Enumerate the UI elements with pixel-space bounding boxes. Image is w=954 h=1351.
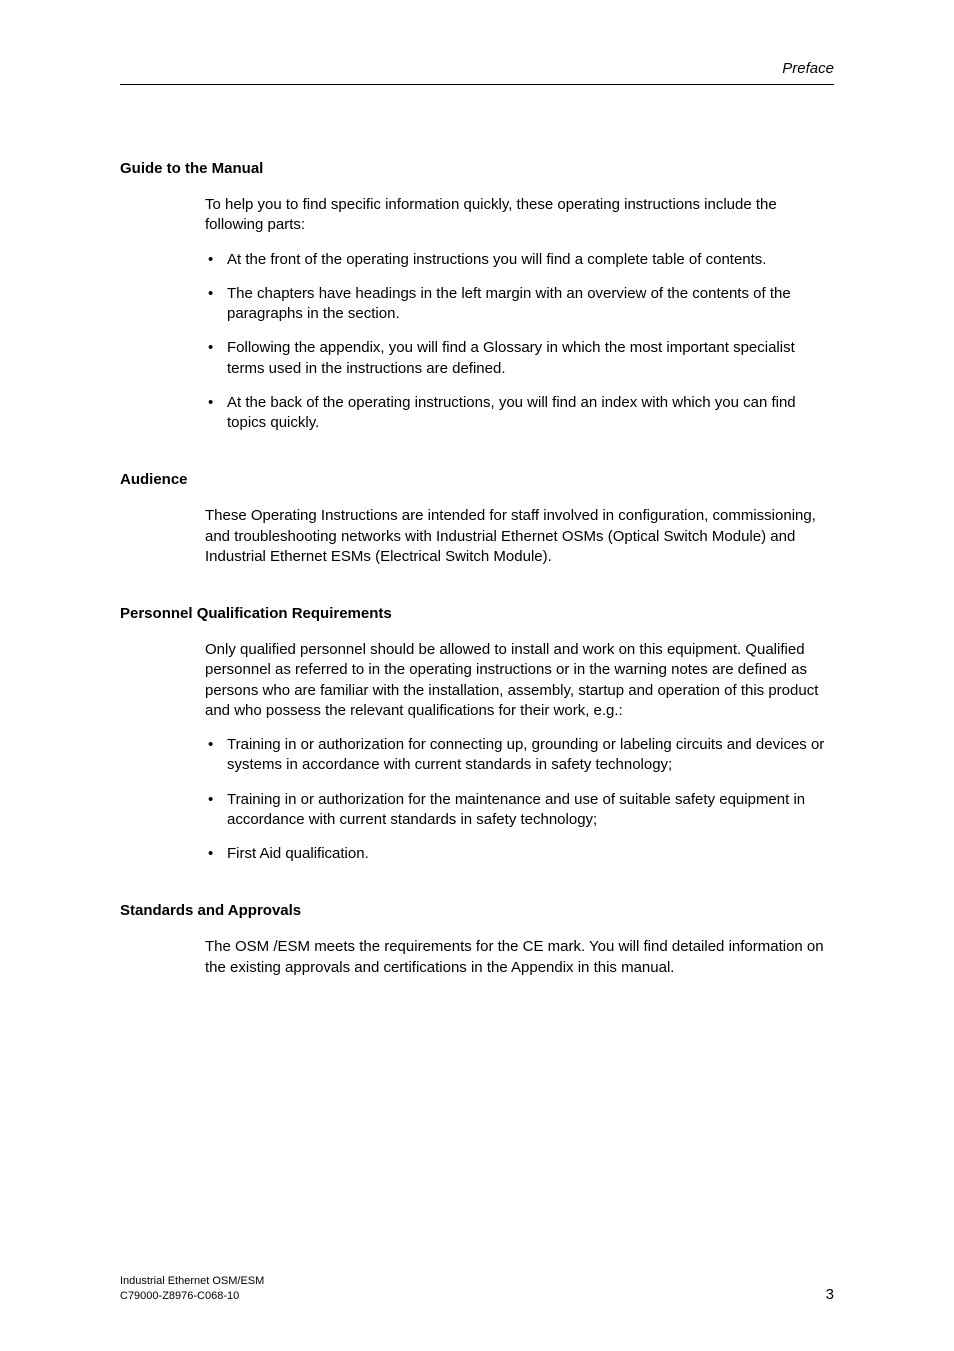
list-item: At the front of the operating instructio… (205, 250, 834, 270)
list-item: Training in or authorization for the mai… (205, 790, 834, 831)
section-audience: Audience These Operating Instructions ar… (120, 471, 834, 567)
section-body: To help you to find specific information… (205, 195, 834, 433)
section-body: These Operating Instructions are intende… (205, 506, 834, 567)
section-heading: Audience (120, 471, 834, 488)
section-heading: Personnel Qualification Requirements (120, 605, 834, 622)
intro-paragraph: To help you to find specific information… (205, 195, 834, 236)
list-item: Following the appendix, you will find a … (205, 338, 834, 379)
intro-paragraph: Only qualified personnel should be allow… (205, 640, 834, 721)
section-body: Only qualified personnel should be allow… (205, 640, 834, 864)
footer-product: Industrial Ethernet OSM/ESM (120, 1274, 834, 1288)
bullet-list: At the front of the operating instructio… (205, 250, 834, 434)
bullet-list: Training in or authorization for connect… (205, 735, 834, 864)
list-item: Training in or authorization for connect… (205, 735, 834, 776)
body-paragraph: The OSM /ESM meets the requirements for … (205, 937, 834, 978)
section-body: The OSM /ESM meets the requirements for … (205, 937, 834, 978)
body-paragraph: These Operating Instructions are intende… (205, 506, 834, 567)
section-heading: Guide to the Manual (120, 160, 834, 177)
section-standards: Standards and Approvals The OSM /ESM mee… (120, 902, 834, 978)
page-header: Preface (120, 60, 834, 100)
section-personnel: Personnel Qualification Requirements Onl… (120, 605, 834, 864)
list-item: The chapters have headings in the left m… (205, 284, 834, 325)
section-guide: Guide to the Manual To help you to find … (120, 160, 834, 433)
header-rule (120, 84, 834, 85)
footer-doc-info: Industrial Ethernet OSM/ESM C79000-Z8976… (120, 1274, 834, 1303)
page-content: Preface Guide to the Manual To help you … (0, 0, 954, 978)
list-item: First Aid qualification. (205, 844, 834, 864)
page-number: 3 (826, 1286, 834, 1303)
footer-docnum: C79000-Z8976-C068-10 (120, 1289, 834, 1303)
list-item: At the back of the operating instruction… (205, 393, 834, 434)
running-header: Preface (782, 60, 834, 77)
page-footer: Industrial Ethernet OSM/ESM C79000-Z8976… (120, 1274, 834, 1303)
section-heading: Standards and Approvals (120, 902, 834, 919)
